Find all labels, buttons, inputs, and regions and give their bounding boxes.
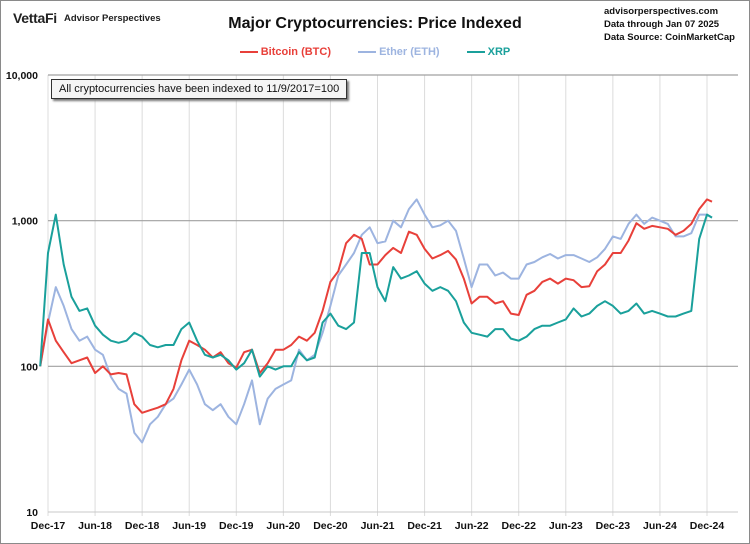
legend-swatch-eth xyxy=(358,51,377,54)
y-tick-label: 100 xyxy=(20,361,38,373)
x-tick-label: Dec-23 xyxy=(596,520,631,532)
legend-item-btc: Bitcoin (BTC) xyxy=(239,46,331,58)
y-tick-label: 10 xyxy=(26,507,38,519)
gridlines xyxy=(47,74,738,516)
legend-swatch-xrp xyxy=(466,51,485,54)
series-line-eth xyxy=(39,198,713,444)
legend-item-xrp: XRP xyxy=(466,46,511,58)
chart-title: Major Cryptocurrencies: Price Indexed xyxy=(228,15,522,32)
index-annotation: All cryptocurrencies have been indexed t… xyxy=(51,79,348,99)
x-tick-label: Dec-22 xyxy=(501,520,536,532)
source-site: advisorperspectives.com xyxy=(604,6,719,17)
x-tick-label: Dec-24 xyxy=(690,520,725,532)
series-line-xrp xyxy=(39,213,713,378)
legend-swatch-btc xyxy=(239,51,258,54)
legend-item-eth: Ether (ETH) xyxy=(358,46,440,58)
y-axis-ticks: 10 100 1,000 10,000 xyxy=(6,70,38,519)
x-tick-label: Jun-22 xyxy=(455,520,489,532)
y-tick-label: 10,000 xyxy=(6,70,38,82)
x-tick-label: Jun-24 xyxy=(643,520,677,532)
legend-label-xrp: XRP xyxy=(487,46,511,58)
advisor-perspectives-label: Advisor Perspectives xyxy=(64,13,161,24)
x-tick-label: Jun-21 xyxy=(361,520,395,532)
x-tick-label: Dec-18 xyxy=(125,520,160,532)
x-tick-label: Dec-21 xyxy=(407,520,442,532)
x-tick-label: Jun-20 xyxy=(266,520,300,532)
vettafi-logo: VettaFi xyxy=(13,10,57,26)
x-tick-label: Dec-17 xyxy=(31,520,66,532)
source-date: Data through Jan 07 2025 xyxy=(604,19,720,30)
series-line-btc xyxy=(39,198,713,414)
x-tick-label: Jun-19 xyxy=(172,520,206,532)
legend-label-eth: Ether (ETH) xyxy=(379,46,440,58)
chart-legend: Bitcoin (BTC) Ether (ETH) XRP xyxy=(0,46,750,58)
x-tick-label: Jun-18 xyxy=(78,520,112,532)
x-axis-ticks: Dec-17 Jun-18 Dec-18 Jun-19 Dec-19 Jun-20 Dec-… xyxy=(31,520,725,532)
source-block: advisorperspectives.com Data through Jan… xyxy=(604,5,735,44)
x-tick-label: Dec-19 xyxy=(219,520,254,532)
source-provider: Data Source: CoinMarketCap xyxy=(604,32,735,43)
y-tick-label: 1,000 xyxy=(12,216,38,228)
x-tick-label: Jun-23 xyxy=(549,520,583,532)
series-lines xyxy=(39,198,713,444)
x-tick-label: Dec-20 xyxy=(313,520,348,532)
legend-label-btc: Bitcoin (BTC) xyxy=(260,46,331,58)
